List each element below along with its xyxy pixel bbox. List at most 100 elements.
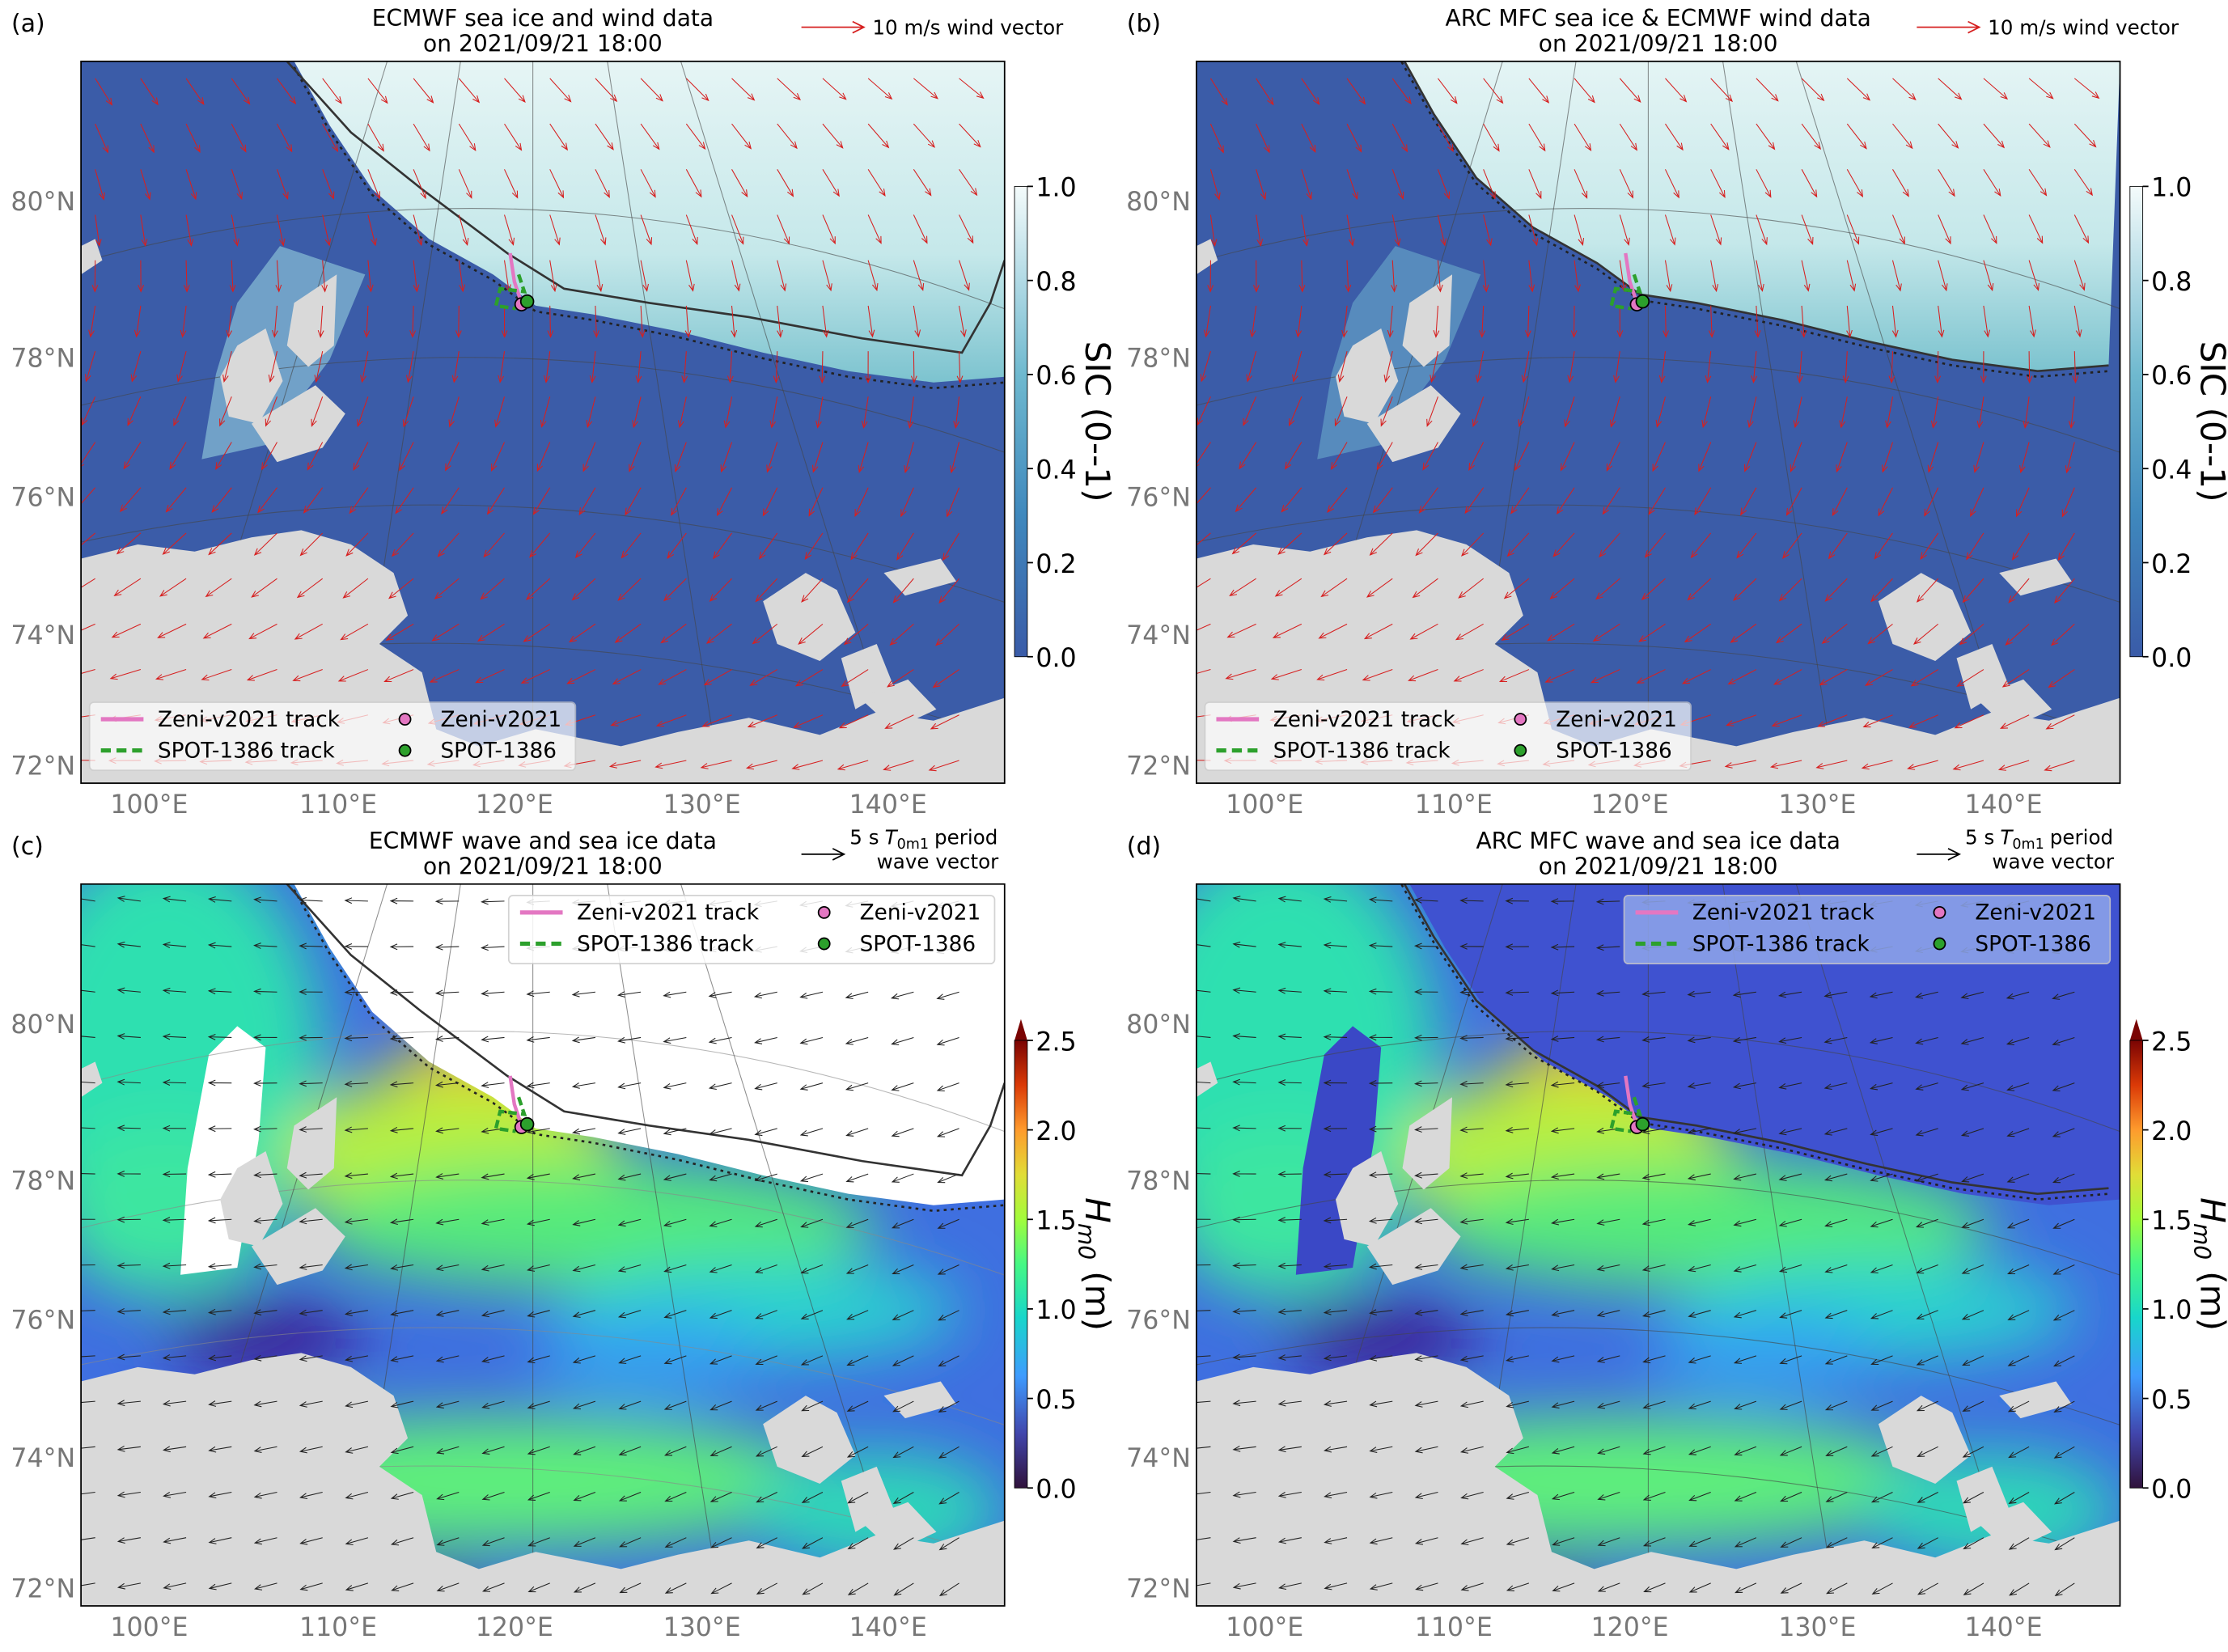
vector-arrow <box>2005 623 2030 646</box>
vector-arrow <box>658 669 687 685</box>
vector-arrow <box>248 623 277 640</box>
vector-arrow <box>1366 578 1393 598</box>
vector-arrow <box>1459 989 1484 996</box>
vector-arrow <box>1687 1082 1711 1089</box>
vector-arrow <box>1733 578 1757 601</box>
key-suffix: period <box>934 826 998 849</box>
vector-arrow <box>299 942 323 950</box>
lon-label: 140°E <box>1964 1613 2042 1642</box>
vector-arrow <box>1368 988 1393 995</box>
vector-arrow <box>307 442 324 471</box>
vector-arrow <box>445 442 460 472</box>
vector-arrow <box>1938 123 1959 149</box>
map-frame <box>80 60 1006 784</box>
legend-box <box>1204 701 1692 772</box>
vector-arrow <box>1362 669 1393 681</box>
vector-arrow <box>1688 1355 1711 1364</box>
legend-spot-marker <box>1514 743 1527 757</box>
vector-arrow <box>1687 578 1712 601</box>
vector-arrow <box>1961 1310 1984 1320</box>
vector-arrow <box>1567 351 1575 383</box>
colorbar-tick-label: 1.5 <box>2151 1207 2192 1236</box>
vector-arrow <box>891 1128 914 1137</box>
land <box>1402 274 1453 367</box>
panel-title: on 2021/09/21 18:00 <box>1539 31 1778 57</box>
vector-arrow <box>1200 350 1211 383</box>
vector-arrow <box>253 1034 277 1041</box>
vector-arrow <box>617 1173 642 1181</box>
vector-arrow <box>1196 989 1211 993</box>
panel-title: on 2021/09/21 18:00 <box>423 31 663 57</box>
vector-arrow <box>253 1263 277 1270</box>
vector-arrow <box>527 1355 550 1364</box>
vector-arrow <box>619 1537 642 1548</box>
vector-arrow <box>1323 1125 1348 1133</box>
vector-arrow <box>390 1491 414 1500</box>
vector-arrow <box>1734 1492 1757 1502</box>
vector-arrow <box>504 123 523 151</box>
vector-arrow <box>892 1446 914 1459</box>
vector-arrow <box>1962 578 1984 604</box>
vector-arrow <box>2028 260 2040 291</box>
vector-arrow <box>1552 1537 1575 1546</box>
legend-label: Zeni-v2021 track <box>577 901 760 926</box>
vector-arrow <box>1414 1034 1438 1041</box>
vector-arrow <box>572 1310 596 1318</box>
vector-arrow <box>436 1582 460 1592</box>
vector-arrow <box>1732 1082 1756 1090</box>
lon-label: 130°E <box>663 790 741 820</box>
vector-arrow <box>1733 1355 1757 1364</box>
colorbar-tick-label: 0.2 <box>1036 550 1076 579</box>
vector-arrow <box>116 1537 141 1544</box>
vector-arrow <box>1232 1537 1256 1544</box>
vector-arrow <box>705 623 732 644</box>
vector-arrow <box>1638 623 1666 642</box>
vector-arrow <box>2008 1537 2030 1550</box>
vector-arrow <box>436 1537 460 1546</box>
vector-arrow <box>573 1446 596 1455</box>
vector-arrow <box>402 396 414 428</box>
vector-arrow <box>1595 1036 1620 1043</box>
vector-arrow <box>116 1033 141 1040</box>
vector-arrow <box>938 1582 959 1597</box>
vector-arrow <box>815 396 824 429</box>
vector-arrow <box>861 396 869 429</box>
lon-label: 130°E <box>1778 790 1856 820</box>
vector-arrow <box>1688 1264 1711 1273</box>
vector-arrow <box>799 1173 824 1183</box>
vector-arrow <box>1459 1264 1484 1271</box>
vector-arrow <box>1243 396 1257 426</box>
vector-arrow <box>367 123 384 152</box>
colorbar-tick-label: 0.5 <box>2151 1386 2192 1415</box>
vector-arrow <box>481 1400 505 1409</box>
vector-arrow <box>1574 169 1588 199</box>
vector-arrow <box>1960 1128 1984 1137</box>
vector-arrow <box>1780 1537 1802 1548</box>
vector-arrow <box>1570 305 1578 338</box>
vector-arrow <box>390 1355 414 1362</box>
vector-arrow <box>1796 351 1803 384</box>
vector-arrow <box>95 169 105 201</box>
vector-arrow <box>480 578 505 600</box>
vector-arrow <box>1196 578 1211 588</box>
vector-arrow <box>1684 623 1711 643</box>
vector-arrow <box>892 1264 914 1275</box>
vector-arrow <box>344 1080 368 1087</box>
vector-arrow <box>1779 1446 1802 1456</box>
vector-arrow <box>892 1310 914 1320</box>
land <box>1878 573 1972 662</box>
key-arrow <box>801 848 846 861</box>
vector-arrow <box>157 623 187 638</box>
vector-arrow <box>162 1400 187 1407</box>
vector-arrow <box>731 78 756 101</box>
vector-arrow <box>1870 1173 1893 1182</box>
map-frame <box>1195 60 2121 784</box>
vector-arrow <box>1966 532 1984 561</box>
vector-arrow <box>340 623 369 641</box>
vector-arrow <box>1369 1354 1393 1362</box>
vector-arrow <box>413 123 430 152</box>
vector-arrow <box>299 1264 323 1270</box>
vector-arrow <box>1962 1446 1984 1458</box>
vector-arrow <box>1460 1537 1484 1545</box>
vector-arrow <box>1277 1308 1302 1315</box>
